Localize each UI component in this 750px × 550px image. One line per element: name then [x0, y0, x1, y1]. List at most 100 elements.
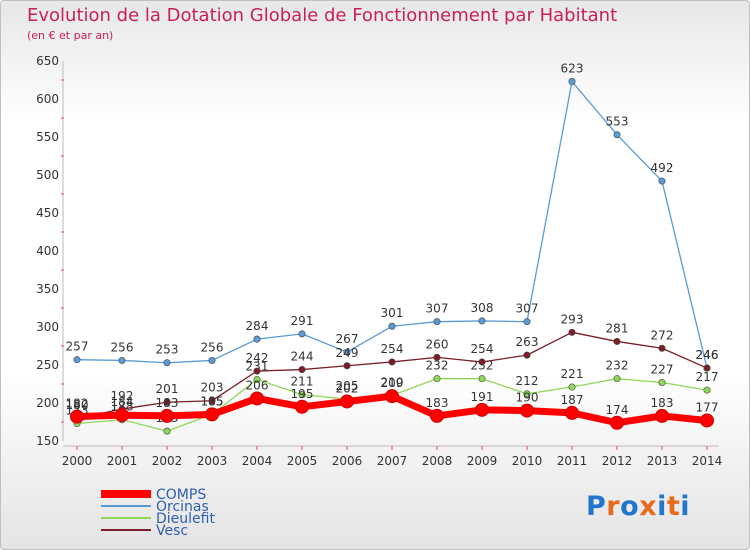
logo-letter: t	[666, 491, 681, 522]
x-tick-label: 2007	[377, 454, 408, 468]
y-tick-label: 600	[36, 92, 59, 106]
data-label-vesc: 281	[606, 321, 629, 335]
x-tick-label: 2006	[332, 454, 363, 468]
data-point-comps	[475, 402, 489, 417]
y-tick-label: 200	[36, 396, 59, 410]
data-label-vesc: 201	[156, 382, 179, 396]
data-point-comps	[520, 403, 534, 418]
data-label-comps: 206	[246, 378, 269, 392]
legend-label-orcinas: Orcinas	[156, 499, 209, 515]
data-point-vesc	[523, 351, 531, 359]
x-tick-label: 2009	[467, 454, 498, 468]
data-point-dieulefit	[433, 375, 441, 383]
data-point-vesc	[163, 398, 171, 406]
data-label-vesc: 293	[561, 312, 584, 326]
logo-letter: i	[657, 491, 667, 522]
data-label-comps: 183	[651, 396, 674, 410]
data-point-orcinas	[523, 318, 531, 326]
chart-title: Evolution de la Dotation Globale de Fonc…	[27, 5, 618, 26]
data-point-vesc	[568, 328, 576, 336]
data-point-comps	[340, 394, 354, 409]
data-label-vesc: 260	[426, 337, 449, 351]
data-point-comps	[250, 391, 264, 406]
data-point-dieulefit	[298, 391, 306, 399]
data-point-comps	[655, 408, 669, 423]
data-label-dieulefit: 231	[246, 359, 269, 373]
proxiti-logo: Proxiti	[586, 491, 690, 522]
data-point-orcinas	[478, 317, 486, 325]
data-label-vesc: 249	[336, 346, 359, 360]
data-label-dieulefit: 205	[336, 379, 359, 393]
data-point-comps	[700, 413, 714, 428]
data-label-comps: 202	[336, 381, 359, 395]
data-label-orcinas: 307	[426, 302, 449, 316]
data-point-dieulefit	[703, 386, 711, 394]
y-tick-label: 250	[36, 358, 59, 372]
x-tick-label: 2004	[242, 454, 273, 468]
data-point-vesc	[613, 337, 621, 345]
data-point-orcinas	[433, 318, 441, 326]
logo-letter: r	[606, 491, 621, 522]
data-point-comps	[385, 389, 399, 404]
data-point-orcinas	[298, 330, 306, 338]
data-label-orcinas: 284	[246, 319, 269, 333]
y-tick-label: 150	[36, 434, 59, 448]
data-point-comps	[565, 405, 579, 420]
data-point-orcinas	[118, 356, 126, 364]
data-label-dieulefit: 210	[381, 375, 404, 389]
data-label-orcinas: 246	[696, 348, 719, 362]
data-label-orcinas: 253	[156, 343, 179, 357]
data-point-vesc	[478, 358, 486, 366]
data-point-vesc	[388, 358, 396, 366]
data-label-comps: 177	[696, 400, 719, 414]
data-point-orcinas	[658, 177, 666, 185]
data-point-vesc	[703, 364, 711, 372]
data-label-comps: 174	[606, 403, 629, 417]
data-label-vesc: 192	[111, 389, 134, 403]
x-tick-label: 2002	[152, 454, 183, 468]
y-tick-label: 650	[36, 54, 59, 68]
data-label-dieulefit: 227	[651, 362, 674, 376]
data-label-orcinas: 257	[66, 340, 89, 354]
x-tick-label: 2001	[107, 454, 138, 468]
data-label-orcinas: 256	[111, 340, 134, 354]
data-label-dieulefit: 211	[291, 375, 314, 389]
logo-letter: x	[639, 491, 658, 522]
data-point-vesc	[208, 397, 216, 405]
data-label-orcinas: 291	[291, 314, 314, 328]
data-point-vesc	[253, 367, 261, 375]
data-label-orcinas: 492	[651, 161, 674, 175]
data-label-comps: 190	[516, 391, 539, 405]
data-point-orcinas	[208, 356, 216, 364]
data-point-comps	[295, 399, 309, 414]
data-label-dieulefit: 232	[426, 359, 449, 373]
data-point-vesc	[298, 366, 306, 374]
legend-label-dieulefit: Dieulefit	[156, 511, 215, 527]
data-point-vesc	[433, 353, 441, 361]
data-point-dieulefit	[163, 427, 171, 435]
x-tick-label: 2012	[602, 454, 633, 468]
data-label-vesc: 242	[246, 351, 269, 365]
data-label-vesc: 263	[516, 335, 539, 349]
data-point-dieulefit	[613, 375, 621, 383]
logo-letter: i	[680, 491, 691, 522]
data-point-dieulefit	[478, 375, 486, 383]
data-point-orcinas	[73, 356, 81, 364]
data-label-comps: 195	[291, 387, 314, 401]
data-point-dieulefit	[658, 378, 666, 386]
y-tick-label: 550	[36, 130, 59, 144]
data-label-vesc: 246	[696, 348, 719, 362]
data-label-dieulefit: 217	[696, 370, 719, 384]
data-label-vesc: 254	[381, 342, 404, 356]
data-label-comps: 184	[111, 395, 134, 409]
data-label-orcinas: 623	[561, 62, 584, 76]
y-tick-label: 300	[36, 320, 59, 334]
data-point-comps	[430, 408, 444, 423]
legend-label-comps: COMPS	[156, 487, 206, 503]
data-point-comps	[205, 407, 219, 422]
data-label-dieulefit: 232	[606, 359, 629, 373]
data-point-vesc	[658, 344, 666, 352]
x-tick-label: 2005	[287, 454, 318, 468]
y-tick-label: 450	[36, 206, 59, 220]
